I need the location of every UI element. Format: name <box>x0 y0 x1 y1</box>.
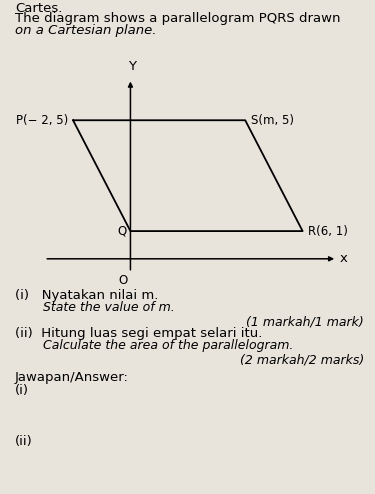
Text: S(m, 5): S(m, 5) <box>251 114 294 127</box>
Text: (i): (i) <box>15 384 29 397</box>
Text: The diagram shows a parallelogram PQRS drawn: The diagram shows a parallelogram PQRS d… <box>15 12 340 25</box>
Text: R(6, 1): R(6, 1) <box>308 225 348 238</box>
Text: (i)   Nyatakan nilai m.: (i) Nyatakan nilai m. <box>15 289 158 302</box>
Text: (2 markah/2 marks): (2 markah/2 marks) <box>240 353 364 366</box>
Text: Q: Q <box>117 225 126 238</box>
Text: P(− 2, 5): P(− 2, 5) <box>16 114 69 127</box>
Text: on a Cartesian plane.: on a Cartesian plane. <box>15 24 156 37</box>
Text: Cartes.: Cartes. <box>15 2 62 15</box>
Text: (ii): (ii) <box>15 435 33 448</box>
Text: Y: Y <box>128 60 136 73</box>
Text: State the value of m.: State the value of m. <box>15 301 175 314</box>
Text: O: O <box>118 274 128 287</box>
Text: (ii)  Hitung luas segi empat selari itu.: (ii) Hitung luas segi empat selari itu. <box>15 327 262 340</box>
Text: Jawapan/Answer:: Jawapan/Answer: <box>15 371 129 384</box>
Text: x: x <box>340 252 348 265</box>
Text: Calculate the area of the parallelogram.: Calculate the area of the parallelogram. <box>15 339 293 352</box>
Text: (1 markah/1 mark): (1 markah/1 mark) <box>246 315 364 328</box>
